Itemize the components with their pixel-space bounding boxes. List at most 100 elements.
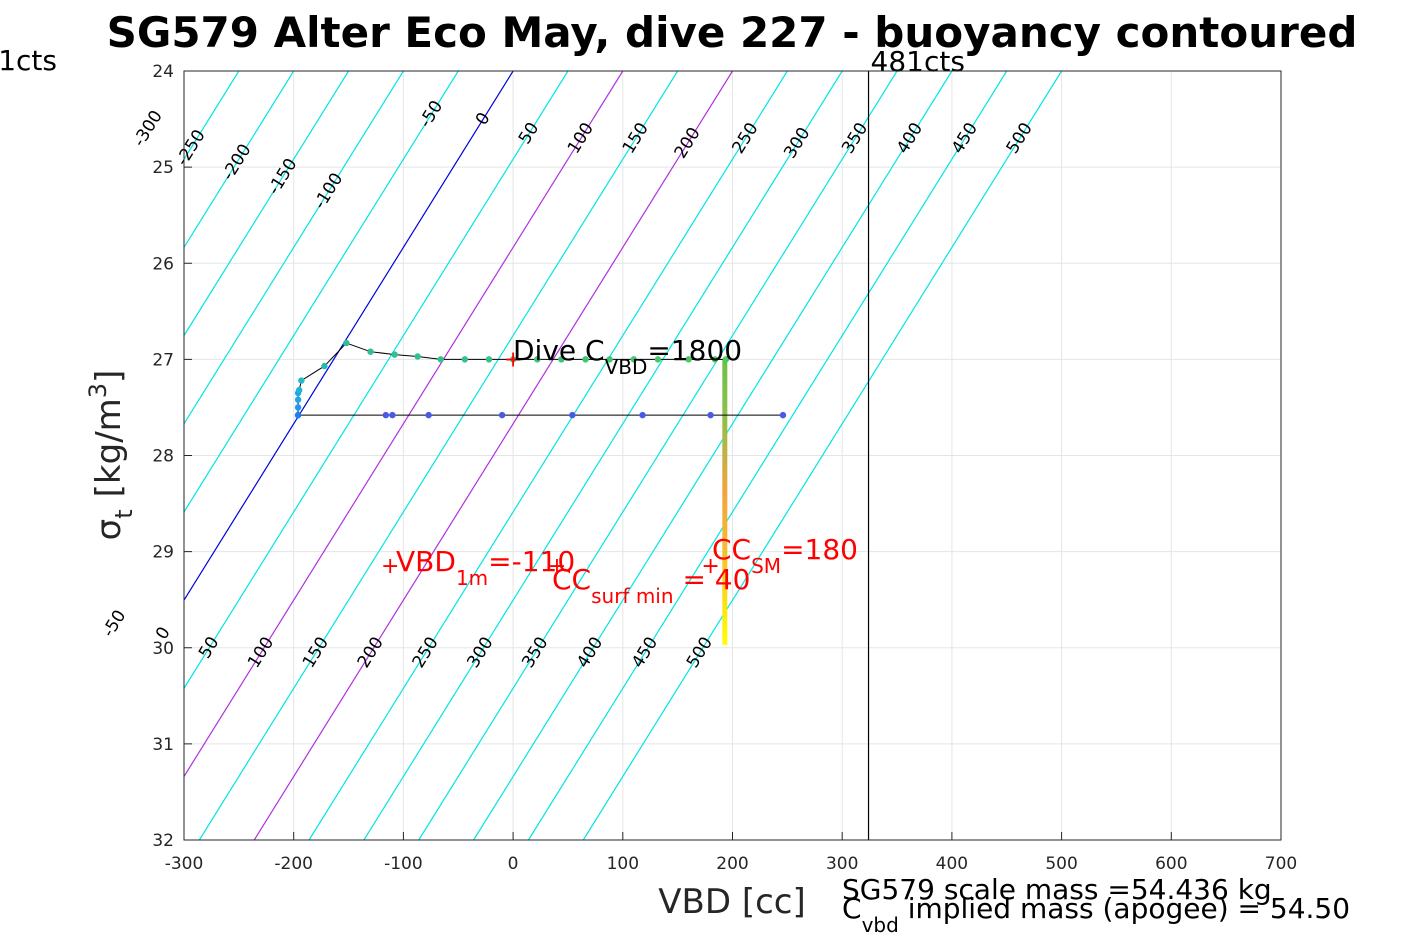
cc-surf-annotation: CCsurf min = 40 <box>552 563 750 608</box>
y-tick-label: 25 <box>152 158 174 178</box>
vbd-1m-tail: =-110 <box>488 545 575 578</box>
dive-track-point <box>685 356 692 363</box>
contour-label: 0 <box>472 109 495 129</box>
dive-track-point <box>389 411 396 419</box>
contour-label: 350 <box>838 119 872 157</box>
cc-sm-annotation: CCSM=180 <box>712 533 858 578</box>
contour-label: -300 <box>129 107 166 150</box>
dive-c-main: Dive C <box>513 334 605 367</box>
dive-c-tail: =1800 <box>647 334 742 367</box>
y-tick-label: 29 <box>152 543 174 563</box>
y-tick-label: 31 <box>152 735 174 755</box>
dive-track <box>294 339 787 419</box>
dive-track-point <box>779 411 787 419</box>
cc-surf-sub: surf min <box>591 584 673 608</box>
y-tick-label: 27 <box>152 350 174 370</box>
cc-surf-main: CC <box>552 563 591 596</box>
contour-label: -50 <box>99 607 131 641</box>
cc-surf-tail: = 40 <box>674 563 751 596</box>
x-tick-label: -100 <box>384 854 423 874</box>
dive-c-annotation: Dive CVBD=1800 <box>513 334 742 379</box>
contour-label: 300 <box>463 633 497 671</box>
dive-track-point <box>425 411 432 419</box>
contour-line <box>184 71 404 425</box>
dive-track-point <box>606 356 613 363</box>
x-tick-label: 700 <box>1265 854 1297 874</box>
x-tick-label: 400 <box>936 854 968 874</box>
contour-line <box>184 71 295 249</box>
cc-sm-tail: =180 <box>781 533 858 566</box>
dive-track-point <box>391 351 398 358</box>
dive-track-point <box>711 356 719 363</box>
dive-track-point <box>382 411 390 419</box>
y-tick-label: 28 <box>152 447 174 467</box>
dive-track-point <box>582 356 589 363</box>
x-tick-label: 0 <box>508 854 519 874</box>
dive-track-point <box>461 356 469 363</box>
contour-label: 450 <box>948 119 982 157</box>
implied-mass-text: Cvbd implied mass (apogee) = 54.50 <box>842 892 1350 937</box>
dive-track-point <box>569 411 576 419</box>
dive-track-point <box>707 411 714 419</box>
red-plus-marker: + <box>381 554 399 579</box>
y-axis-label: σt [kg/m3] <box>84 370 138 541</box>
contour-line <box>184 71 569 690</box>
dive-track-point <box>321 362 328 370</box>
y-tick-label: 26 <box>152 254 174 274</box>
x-tick-label: 200 <box>716 854 748 874</box>
contour-label: -150 <box>264 155 301 198</box>
y-tick-label: 30 <box>152 639 174 659</box>
dive-track-point <box>294 411 302 419</box>
contour-line <box>363 71 843 840</box>
x-tick-label: 300 <box>826 854 858 874</box>
dive-track-point <box>298 377 305 384</box>
markers: + + + + <box>381 347 720 579</box>
contour-label: 400 <box>893 119 927 157</box>
contour-line <box>184 71 514 602</box>
chart-title: SG579 Alter Eco May, dive 227 - buoyancy… <box>107 8 1358 57</box>
contour-line <box>308 71 788 840</box>
y-tick-label: 32 <box>152 831 174 851</box>
contour-line <box>473 71 953 840</box>
y-axis-close: ] <box>89 370 129 383</box>
contour-label: -100 <box>310 169 347 212</box>
contour-line <box>198 71 679 840</box>
dive-track-point <box>367 348 374 355</box>
axis-ticks: -300 -200 -100 0 100 200 300 400 500 600 700242526… <box>152 62 1297 874</box>
x-tick-label: 500 <box>1045 854 1077 874</box>
contour-line <box>184 71 350 337</box>
red-plus-marker: + <box>504 347 522 372</box>
dive-track-point <box>414 353 421 360</box>
x-tick-label: -300 <box>165 854 204 874</box>
y-tick-label: 24 <box>152 62 174 82</box>
contour-label: 300 <box>780 124 814 162</box>
contour-label: 150 <box>619 119 653 157</box>
cc-sm-main: CC <box>712 533 751 566</box>
contour-line <box>253 71 734 840</box>
vbd-1m-main: VBD <box>396 545 456 578</box>
buoyancy-contours <box>184 71 1063 840</box>
contour-label: 200 <box>354 633 388 671</box>
x-tick-label: 600 <box>1155 854 1187 874</box>
x-tick-label: 100 <box>607 854 639 874</box>
dive-track-point <box>498 411 506 419</box>
dive-track-point <box>295 386 303 394</box>
dive-track-point <box>509 356 517 363</box>
cc-range-bar <box>722 359 728 645</box>
y-axis-sup: 3 <box>84 383 112 398</box>
y-axis-sigma: σ <box>89 519 129 541</box>
contour-label: 400 <box>573 633 607 671</box>
contour-label: 50 <box>515 119 543 148</box>
dive-track-point <box>485 356 493 363</box>
implied-mass-sub: vbd <box>862 913 899 937</box>
dive-track-point <box>534 356 541 363</box>
dive-track-point <box>437 356 444 363</box>
dive-track-point <box>639 411 646 419</box>
contour-line <box>527 71 1008 840</box>
dive-track-point <box>654 356 662 363</box>
contour-label: -200 <box>218 141 255 184</box>
contour-label: 50 <box>195 633 223 662</box>
right-cts-label: 481cts <box>871 45 965 78</box>
contour-label: 350 <box>518 633 552 671</box>
